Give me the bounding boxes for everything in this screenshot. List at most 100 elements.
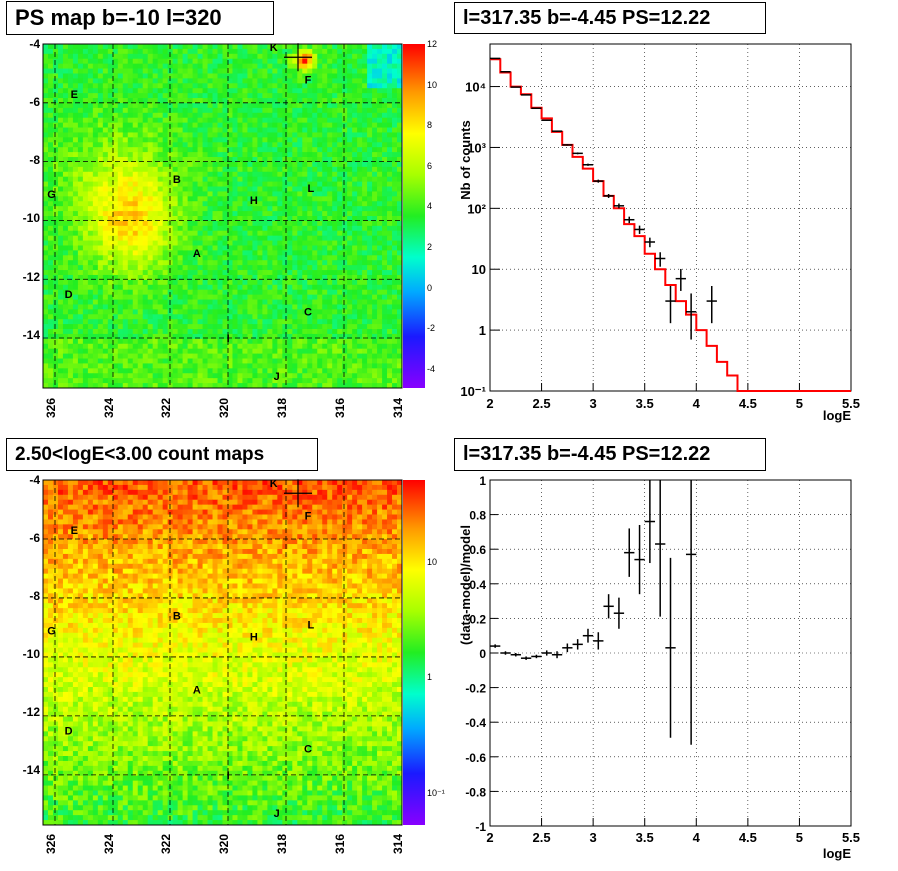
map-pixel [217, 196, 223, 202]
map-pixel [222, 245, 228, 251]
map-pixel [137, 294, 144, 300]
map-pixel [87, 260, 94, 266]
map-pixel [182, 368, 188, 374]
map-pixel [392, 68, 398, 74]
map-pixel [322, 176, 328, 182]
map-pixel [107, 294, 114, 300]
map-pixel [282, 152, 288, 158]
map-pixel [127, 127, 134, 133]
map-pixel [227, 201, 233, 207]
map-pixel [287, 117, 293, 124]
map-pixel [127, 319, 134, 325]
map-pixel [122, 137, 129, 143]
map-pixel [297, 58, 303, 65]
map-pixel [107, 132, 114, 138]
map-pixel [43, 368, 49, 374]
map-pixel [237, 157, 243, 163]
map-pixel [212, 299, 218, 305]
map-pixel [332, 63, 338, 69]
map-pixel [347, 53, 353, 60]
map-pixel [102, 176, 109, 182]
map-pixel [322, 53, 328, 60]
map-pixel [212, 53, 218, 60]
map-pixel [377, 333, 383, 340]
map-pixel [152, 225, 159, 232]
map-pixel [367, 78, 373, 84]
map-pixel [292, 240, 298, 246]
map-pixel [367, 333, 373, 340]
map-pixel [127, 102, 134, 109]
map-pixel [187, 44, 193, 50]
map-pixel [187, 127, 193, 133]
map-pixel [392, 240, 398, 246]
map-pixel [107, 107, 114, 114]
map-pixel [97, 191, 104, 197]
map-pixel [107, 58, 114, 65]
map-pixel [247, 68, 253, 74]
map-pixel [377, 216, 383, 222]
map-pixel [342, 68, 348, 74]
map-pixel [207, 294, 213, 300]
map-pixel [257, 48, 263, 55]
map-pixel [292, 181, 298, 187]
map-pixel [317, 225, 323, 232]
map-pixel [77, 309, 84, 315]
map-pixel [182, 127, 188, 133]
map-pixel [182, 299, 188, 305]
map-pixel [377, 88, 383, 94]
map-pixel [87, 225, 94, 232]
map-pixel [307, 102, 313, 109]
map-pixel [297, 171, 303, 178]
map-pixel [87, 152, 94, 158]
map-pixel [102, 147, 109, 153]
map-pixel [107, 216, 114, 222]
map-pixel [177, 176, 184, 182]
map-pixel [257, 260, 263, 266]
map-pixel [82, 152, 89, 158]
map-pixel [157, 220, 164, 227]
map-pixel [182, 176, 188, 182]
map-pixel [377, 83, 383, 89]
map-pixel [297, 211, 303, 217]
map-pixel [342, 279, 348, 286]
map-pixel [277, 304, 283, 310]
map-pixel [172, 132, 179, 138]
map-pixel [142, 348, 149, 354]
map-pixel [112, 319, 119, 325]
map-pixel [222, 319, 228, 325]
map-pixel [387, 201, 393, 207]
map-pixel [397, 343, 403, 350]
residual-title: l=317.35 b=-4.45 PS=12.22 [454, 438, 766, 471]
map-pixel [337, 255, 343, 261]
map-pixel [52, 270, 59, 276]
map-pixel [337, 93, 343, 99]
map-pixel [372, 250, 378, 256]
map-pixel [267, 132, 273, 138]
map-pixel [302, 201, 308, 207]
map-pixel [397, 152, 403, 158]
map-pixel [312, 152, 318, 158]
map-pixel [97, 294, 104, 300]
map-pixel [257, 102, 263, 109]
map-pixel [287, 260, 293, 266]
map-pixel [77, 245, 84, 251]
map-pixel [132, 304, 139, 310]
map-pixel [267, 211, 273, 217]
map-pixel [157, 304, 164, 310]
map-pixel [362, 206, 368, 212]
map-pixel [222, 206, 228, 212]
map-pixel [212, 211, 218, 217]
map-pixel [57, 157, 64, 163]
map-pixel [387, 235, 393, 241]
map-pixel [257, 171, 263, 178]
map-pixel [247, 274, 253, 281]
map-pixel [312, 373, 318, 379]
map-pixel [202, 373, 208, 379]
map-pixel [322, 127, 328, 133]
map-pixel [152, 157, 159, 163]
map-pixel [252, 142, 258, 148]
map-pixel [77, 63, 84, 69]
map-pixel [67, 181, 74, 187]
map-pixel [262, 284, 268, 291]
map-pixel [52, 274, 59, 281]
